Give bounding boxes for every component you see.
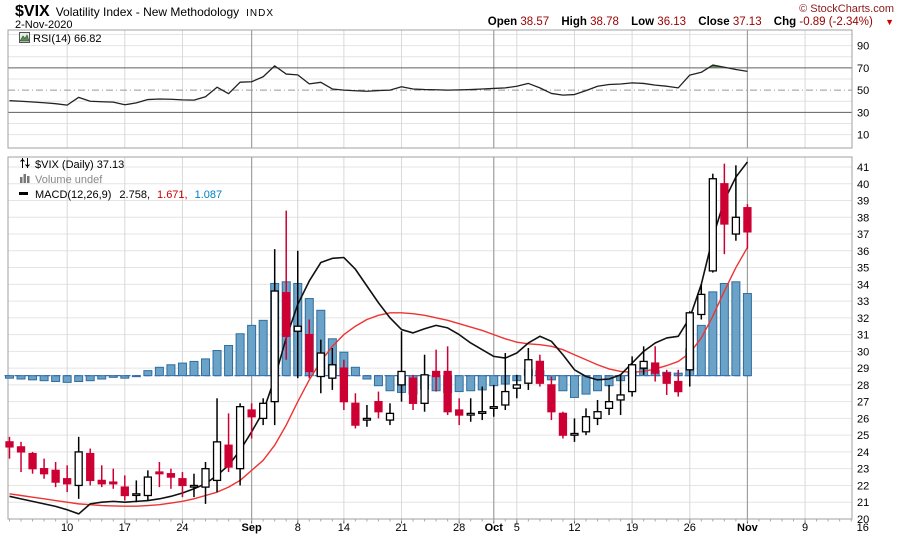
svg-text:70: 70 bbox=[857, 63, 869, 75]
svg-text:19: 19 bbox=[626, 522, 638, 534]
svg-text:30: 30 bbox=[857, 346, 869, 358]
svg-text:41: 41 bbox=[857, 162, 869, 174]
svg-text:28: 28 bbox=[453, 522, 465, 534]
macd-legend-row: MACD(12,26,9) 2.758, 1.671, 1.087 bbox=[19, 188, 222, 203]
line-indicator-icon bbox=[19, 188, 31, 203]
svg-text:Sep: Sep bbox=[242, 522, 262, 534]
svg-text:21: 21 bbox=[395, 522, 407, 534]
svg-text:34: 34 bbox=[857, 279, 869, 291]
ohlc-readout: Open 38.57 High 38.78 Low 36.13 Close 37… bbox=[488, 16, 894, 28]
svg-text:39: 39 bbox=[857, 196, 869, 208]
svg-text:36: 36 bbox=[857, 246, 869, 258]
macd-value: 2.758, bbox=[119, 189, 151, 201]
chg-value: -0.89 (-2.34%) bbox=[799, 16, 873, 28]
rsi-legend: RSI(14) 66.82 bbox=[19, 32, 101, 46]
rsi-legend-label: RSI(14) 66.82 bbox=[33, 33, 102, 45]
svg-text:90: 90 bbox=[857, 41, 869, 53]
svg-text:23: 23 bbox=[857, 464, 869, 476]
chg-label: Chg bbox=[773, 16, 797, 28]
chart-date: 2-Nov-2020 bbox=[15, 19, 73, 31]
svg-text:35: 35 bbox=[857, 263, 869, 275]
down-triangle-icon: ▼ bbox=[885, 17, 894, 27]
svg-text:9: 9 bbox=[802, 522, 808, 534]
svg-text:24: 24 bbox=[176, 522, 188, 534]
svg-text:14: 14 bbox=[338, 522, 350, 534]
svg-text:Oct: Oct bbox=[485, 522, 504, 534]
svg-text:40: 40 bbox=[857, 179, 869, 191]
histogram-value: 1.087 bbox=[194, 189, 223, 201]
svg-text:38: 38 bbox=[857, 212, 869, 224]
volume-legend-row: Volume undef bbox=[19, 173, 222, 188]
volume-bars-icon bbox=[19, 173, 31, 188]
high-value: 38.78 bbox=[590, 16, 619, 28]
svg-text:28: 28 bbox=[857, 380, 869, 392]
svg-text:30: 30 bbox=[857, 107, 869, 119]
svg-text:33: 33 bbox=[857, 296, 869, 308]
volume-legend-label: Volume undef bbox=[35, 174, 103, 186]
svg-text:25: 25 bbox=[857, 430, 869, 442]
svg-text:50: 50 bbox=[857, 85, 869, 97]
svg-text:21: 21 bbox=[857, 497, 869, 509]
svg-text:27: 27 bbox=[857, 397, 869, 409]
open-value: 38.57 bbox=[520, 16, 550, 28]
symbol-legend-label: $VIX (Daily) 37.13 bbox=[35, 159, 125, 171]
svg-text:17: 17 bbox=[119, 522, 131, 534]
close-value: 37.13 bbox=[732, 16, 762, 28]
svg-text:26: 26 bbox=[684, 522, 696, 534]
symbol-name: Volatility Index - New Methodology bbox=[55, 5, 240, 19]
svg-text:22: 22 bbox=[857, 480, 869, 492]
svg-text:26: 26 bbox=[857, 413, 869, 425]
area-chart-icon bbox=[19, 32, 30, 46]
svg-text:5: 5 bbox=[514, 522, 520, 534]
symbol-ticker: $VIX bbox=[15, 3, 50, 20]
price-legend: $VIX (Daily) 37.13 Volume undef MACD(12,… bbox=[19, 158, 222, 203]
copyright-link[interactable]: © StockCharts.com bbox=[799, 3, 894, 15]
low-value: 36.13 bbox=[657, 16, 687, 28]
chart-header: $VIX Volatility Index - New Methodology IN… bbox=[15, 3, 274, 21]
svg-text:31: 31 bbox=[857, 330, 869, 342]
svg-text:24: 24 bbox=[857, 447, 869, 459]
svg-text:10: 10 bbox=[857, 130, 869, 142]
open-label: Open bbox=[487, 16, 518, 28]
low-label: Low bbox=[631, 16, 655, 28]
svg-text:32: 32 bbox=[857, 313, 869, 325]
svg-text:29: 29 bbox=[857, 363, 869, 375]
high-label: High bbox=[561, 16, 587, 28]
signal-value: 1.671, bbox=[157, 189, 188, 201]
svg-text:12: 12 bbox=[568, 522, 580, 534]
close-label: Close bbox=[698, 16, 730, 28]
svg-text:10: 10 bbox=[61, 522, 73, 534]
svg-text:Nov: Nov bbox=[737, 522, 759, 534]
symbol-legend-row: $VIX (Daily) 37.13 bbox=[19, 158, 222, 173]
macd-legend-label: MACD(12,26,9) bbox=[35, 189, 112, 201]
exchange-label: INDX bbox=[246, 8, 275, 19]
candlestick-icon bbox=[19, 158, 31, 173]
svg-text:20: 20 bbox=[857, 514, 869, 526]
svg-text:16: 16 bbox=[857, 522, 869, 534]
svg-text:8: 8 bbox=[295, 522, 301, 534]
svg-text:37: 37 bbox=[857, 229, 869, 241]
